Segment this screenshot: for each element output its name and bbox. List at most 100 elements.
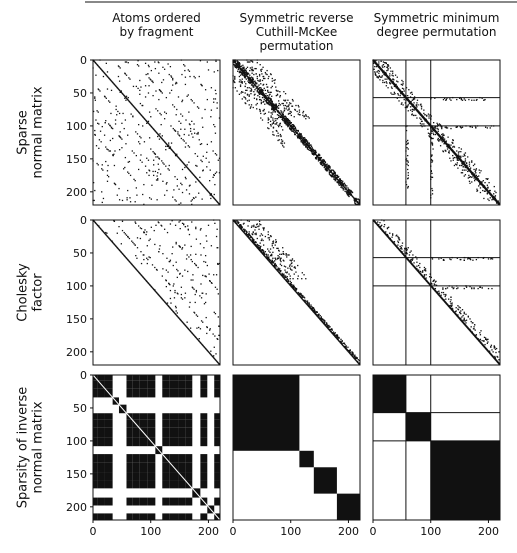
nonzero-mark-r1c1-655: [293, 260, 295, 262]
nonzero-mark-r0c1-285: [268, 103, 271, 105]
nonzero-mark-r1c0-115: [158, 295, 161, 297]
nonzero-mark-r0c1-1153: [262, 101, 264, 103]
nonzero-mark-r1c0-412: [146, 262, 148, 265]
nonzero-mark-r0c0-129: [166, 144, 169, 146]
nonzero-mark-r1c1-348: [307, 305, 309, 307]
nonzero-mark-r0c1-317: [272, 107, 274, 109]
nonzero-mark-r1c0-28: [108, 237, 110, 240]
nonzero-mark-r1c1-130: [258, 249, 261, 252]
nonzero-mark-r0c1-955: [264, 100, 267, 102]
nonzero-mark-r0c2-1093: [449, 98, 451, 100]
nonzero-mark-r0c1-75: [242, 69, 245, 72]
nonzero-mark-r0c0-147: [177, 156, 179, 158]
nonzero-mark-r0c2-487: [466, 166, 468, 168]
nonzero-mark-r0c2-678: [474, 173, 476, 175]
nonzero-mark-r0c1-698: [323, 163, 325, 165]
nonzero-mark-r0c2-1155: [450, 99, 452, 101]
nonzero-mark-r1c1-660: [254, 226, 257, 228]
nonzero-mark-r0c2-929: [482, 186, 484, 188]
nonzero-mark-r0c1-51: [238, 66, 241, 68]
nonzero-mark-r0c0-255: [150, 148, 152, 150]
nonzero-mark-r0c1-1166: [250, 68, 253, 70]
nonzero-mark-r1c1-558: [354, 359, 357, 361]
nonzero-mark-r1c1-169: [267, 258, 269, 261]
nonzero-mark-r1c0-454: [209, 328, 211, 330]
nonzero-mark-r0c0-114: [158, 134, 160, 136]
nonzero-mark-r0c2-550: [478, 180, 480, 182]
nonzero-mark-r1c1-19: [236, 224, 238, 226]
nonzero-mark-r1c1-536: [349, 353, 351, 355]
nonzero-mark-r1c1-226: [283, 273, 285, 275]
nonzero-mark-r0c0-512: [168, 164, 170, 167]
nonzero-mark-r0c0-331: [141, 161, 143, 163]
nonzero-mark-r1c1-488: [338, 340, 340, 342]
nonzero-mark-r0c1-504: [298, 134, 300, 136]
nonzero-mark-r1c1-644: [267, 233, 269, 236]
nonzero-mark-r0c0-135: [170, 148, 172, 150]
nonzero-mark-r0c2-583: [484, 187, 487, 189]
nonzero-mark-r1c0-81: [139, 272, 141, 275]
nonzero-mark-r0c1-847: [342, 184, 344, 186]
nonzero-mark-r1c2-37: [383, 231, 385, 233]
nonzero-mark-r0c1-20: [236, 62, 238, 64]
nonzero-mark-r0c2-1090: [432, 132, 434, 134]
nonzero-mark-r1c1-219: [278, 271, 280, 273]
nonzero-mark-r0c0-531: [123, 127, 125, 130]
nonzero-mark-r0c1-609: [311, 149, 313, 151]
nonzero-mark-r1c0-95: [147, 282, 149, 284]
nonzero-mark-r0c1-916: [354, 198, 357, 200]
nonzero-mark-r1c1-618: [277, 247, 279, 250]
nonzero-mark-r1c0-291: [213, 311, 215, 313]
nonzero-mark-r0c1-558: [306, 141, 309, 144]
nonzero-mark-r0c1-506: [298, 136, 300, 138]
nonzero-mark-r0c2-968: [460, 151, 462, 153]
nonzero-mark-r0c2-1079: [468, 98, 470, 101]
nonzero-mark-r1c1-486: [338, 340, 340, 342]
nonzero-mark-r0c2-938: [396, 76, 398, 78]
nonzero-mark-r1c0-346: [174, 224, 177, 226]
nonzero-mark-r1c1-714: [270, 235, 272, 238]
nonzero-mark-r0c2-253: [421, 114, 423, 117]
nonzero-mark-r0c1-784: [336, 176, 339, 178]
nonzero-mark-r0c1-1132: [255, 73, 257, 75]
nonzero-mark-r0c0-458: [148, 137, 151, 139]
nonzero-mark-r0c0-185: [199, 181, 201, 183]
nonzero-mark-r0c0-48: [120, 91, 122, 93]
nonzero-mark-r0c2-430: [455, 153, 457, 155]
nonzero-mark-r0c1-125: [250, 76, 253, 78]
nonzero-mark-r0c0-535: [106, 148, 108, 150]
nonzero-mark-r1c1-434: [326, 325, 328, 327]
nonzero-mark-r1c0-338: [204, 261, 207, 263]
nonzero-mark-r0c1-305: [271, 107, 273, 109]
nonzero-mark-r0c1-1062: [264, 71, 267, 74]
nonzero-mark-r1c1-642: [291, 259, 293, 261]
nonzero-mark-r0c0-259: [153, 152, 155, 154]
nonzero-mark-r0c1-735: [327, 168, 329, 170]
nonzero-mark-r0c0-456: [157, 178, 159, 180]
nonzero-mark-r1c2-607: [407, 257, 409, 259]
nonzero-mark-r1c1-721: [276, 258, 279, 260]
nonzero-mark-r0c0-612: [217, 159, 219, 161]
nonzero-mark-r0c1-862: [344, 190, 346, 192]
nonzero-mark-r0c2-346: [439, 135, 441, 137]
nonzero-mark-r0c2-481: [465, 164, 467, 167]
nonzero-mark-r1c0-63: [128, 260, 131, 263]
nonzero-mark-r0c0-240: [139, 89, 141, 92]
nonzero-mark-r1c2-323: [465, 325, 468, 327]
nonzero-mark-r0c0-294: [136, 64, 139, 66]
nonzero-mark-r1c1-641: [273, 260, 276, 262]
nonzero-mark-r1c2-590: [474, 329, 476, 331]
nonzero-mark-r1c0-435: [184, 225, 187, 228]
nonzero-mark-r0c1-1234: [278, 104, 280, 107]
nonzero-mark-r0c2-1153: [473, 99, 475, 101]
nonzero-mark-r0c1-886: [347, 193, 350, 195]
nonzero-mark-r1c1-620: [294, 266, 296, 268]
nonzero-mark-r1c1-575: [252, 233, 254, 236]
nonzero-mark-r0c0-662: [193, 123, 195, 125]
nonzero-mark-r0c1-1152: [269, 93, 271, 95]
nonzero-mark-r1c2-421: [494, 357, 496, 360]
nonzero-mark-r0c2-697: [382, 79, 384, 82]
nonzero-mark-r0c0-490: [195, 196, 197, 198]
nonzero-mark-r0c1-425: [287, 125, 289, 128]
nonzero-mark-r0c2-1119: [459, 125, 461, 128]
